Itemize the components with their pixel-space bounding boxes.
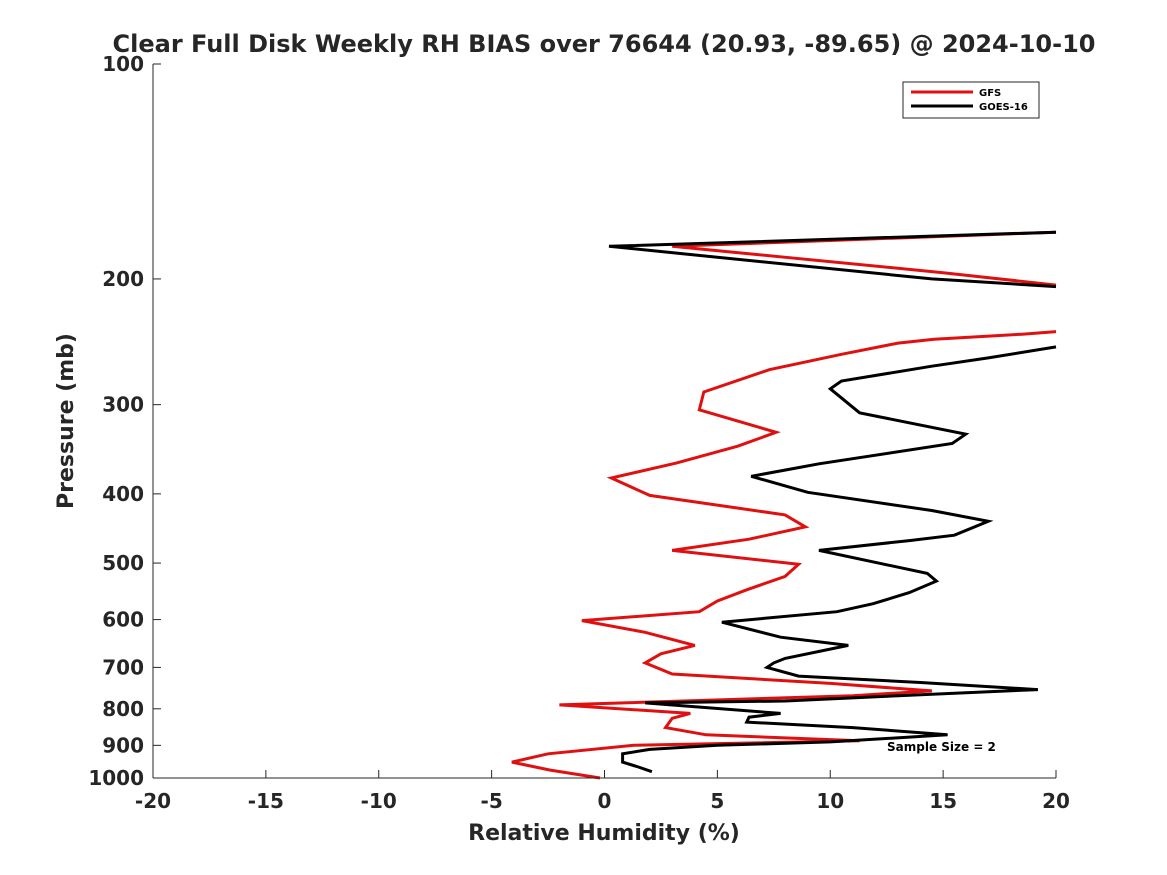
y-tick-label: 100 — [102, 52, 144, 76]
x-tick-label: 10 — [816, 789, 844, 813]
x-tick-label: -5 — [481, 789, 503, 813]
sample-size-annotation: Sample Size = 2 — [887, 740, 996, 754]
legend-box — [902, 81, 1040, 119]
y-ticks: 100 200 300 400 500 600 700 800 900 1000 — [88, 52, 161, 790]
y-axis-label: Pressure (mb) — [54, 333, 79, 509]
x-tick-label: -20 — [135, 789, 171, 813]
x-tick-label: -15 — [248, 789, 284, 813]
x-tick-label: 0 — [598, 789, 612, 813]
axes — [152, 64, 1056, 779]
y-tick-label: 200 — [102, 267, 144, 291]
y-tick-label: 300 — [102, 393, 144, 417]
legend-gfs-label: GFS — [979, 88, 1001, 99]
series-line-goes16-1 — [621, 345, 1057, 774]
chart-title: Clear Full Disk Weekly RH BIAS over 7664… — [113, 30, 1096, 58]
x-axis-label: Relative Humidity (%) — [468, 821, 740, 846]
y-tick-label: 1000 — [88, 766, 144, 790]
x-tick-label: -10 — [361, 789, 397, 813]
y-tick-label: 500 — [102, 551, 144, 575]
y-tick-label: 400 — [102, 482, 144, 506]
series-line-goes16-3 — [608, 230, 1057, 289]
legend-goes16-label: GOES-16 — [979, 102, 1028, 113]
y-tick-label: 800 — [102, 697, 144, 721]
x-tick-label: 5 — [710, 789, 724, 813]
series-layer — [511, 230, 1057, 780]
x-tick-label: 15 — [929, 789, 957, 813]
y-tick-label: 900 — [102, 733, 144, 757]
y-tick-label: 700 — [102, 655, 144, 679]
legend: GFS GOES-16 — [902, 81, 1040, 119]
x-tick-label: 20 — [1042, 789, 1070, 813]
series-line-gfs-0 — [511, 330, 1057, 780]
x-ticks: -20 -15 -10 -5 0 5 10 15 20 — [135, 770, 1070, 813]
y-tick-label: 600 — [102, 608, 144, 632]
